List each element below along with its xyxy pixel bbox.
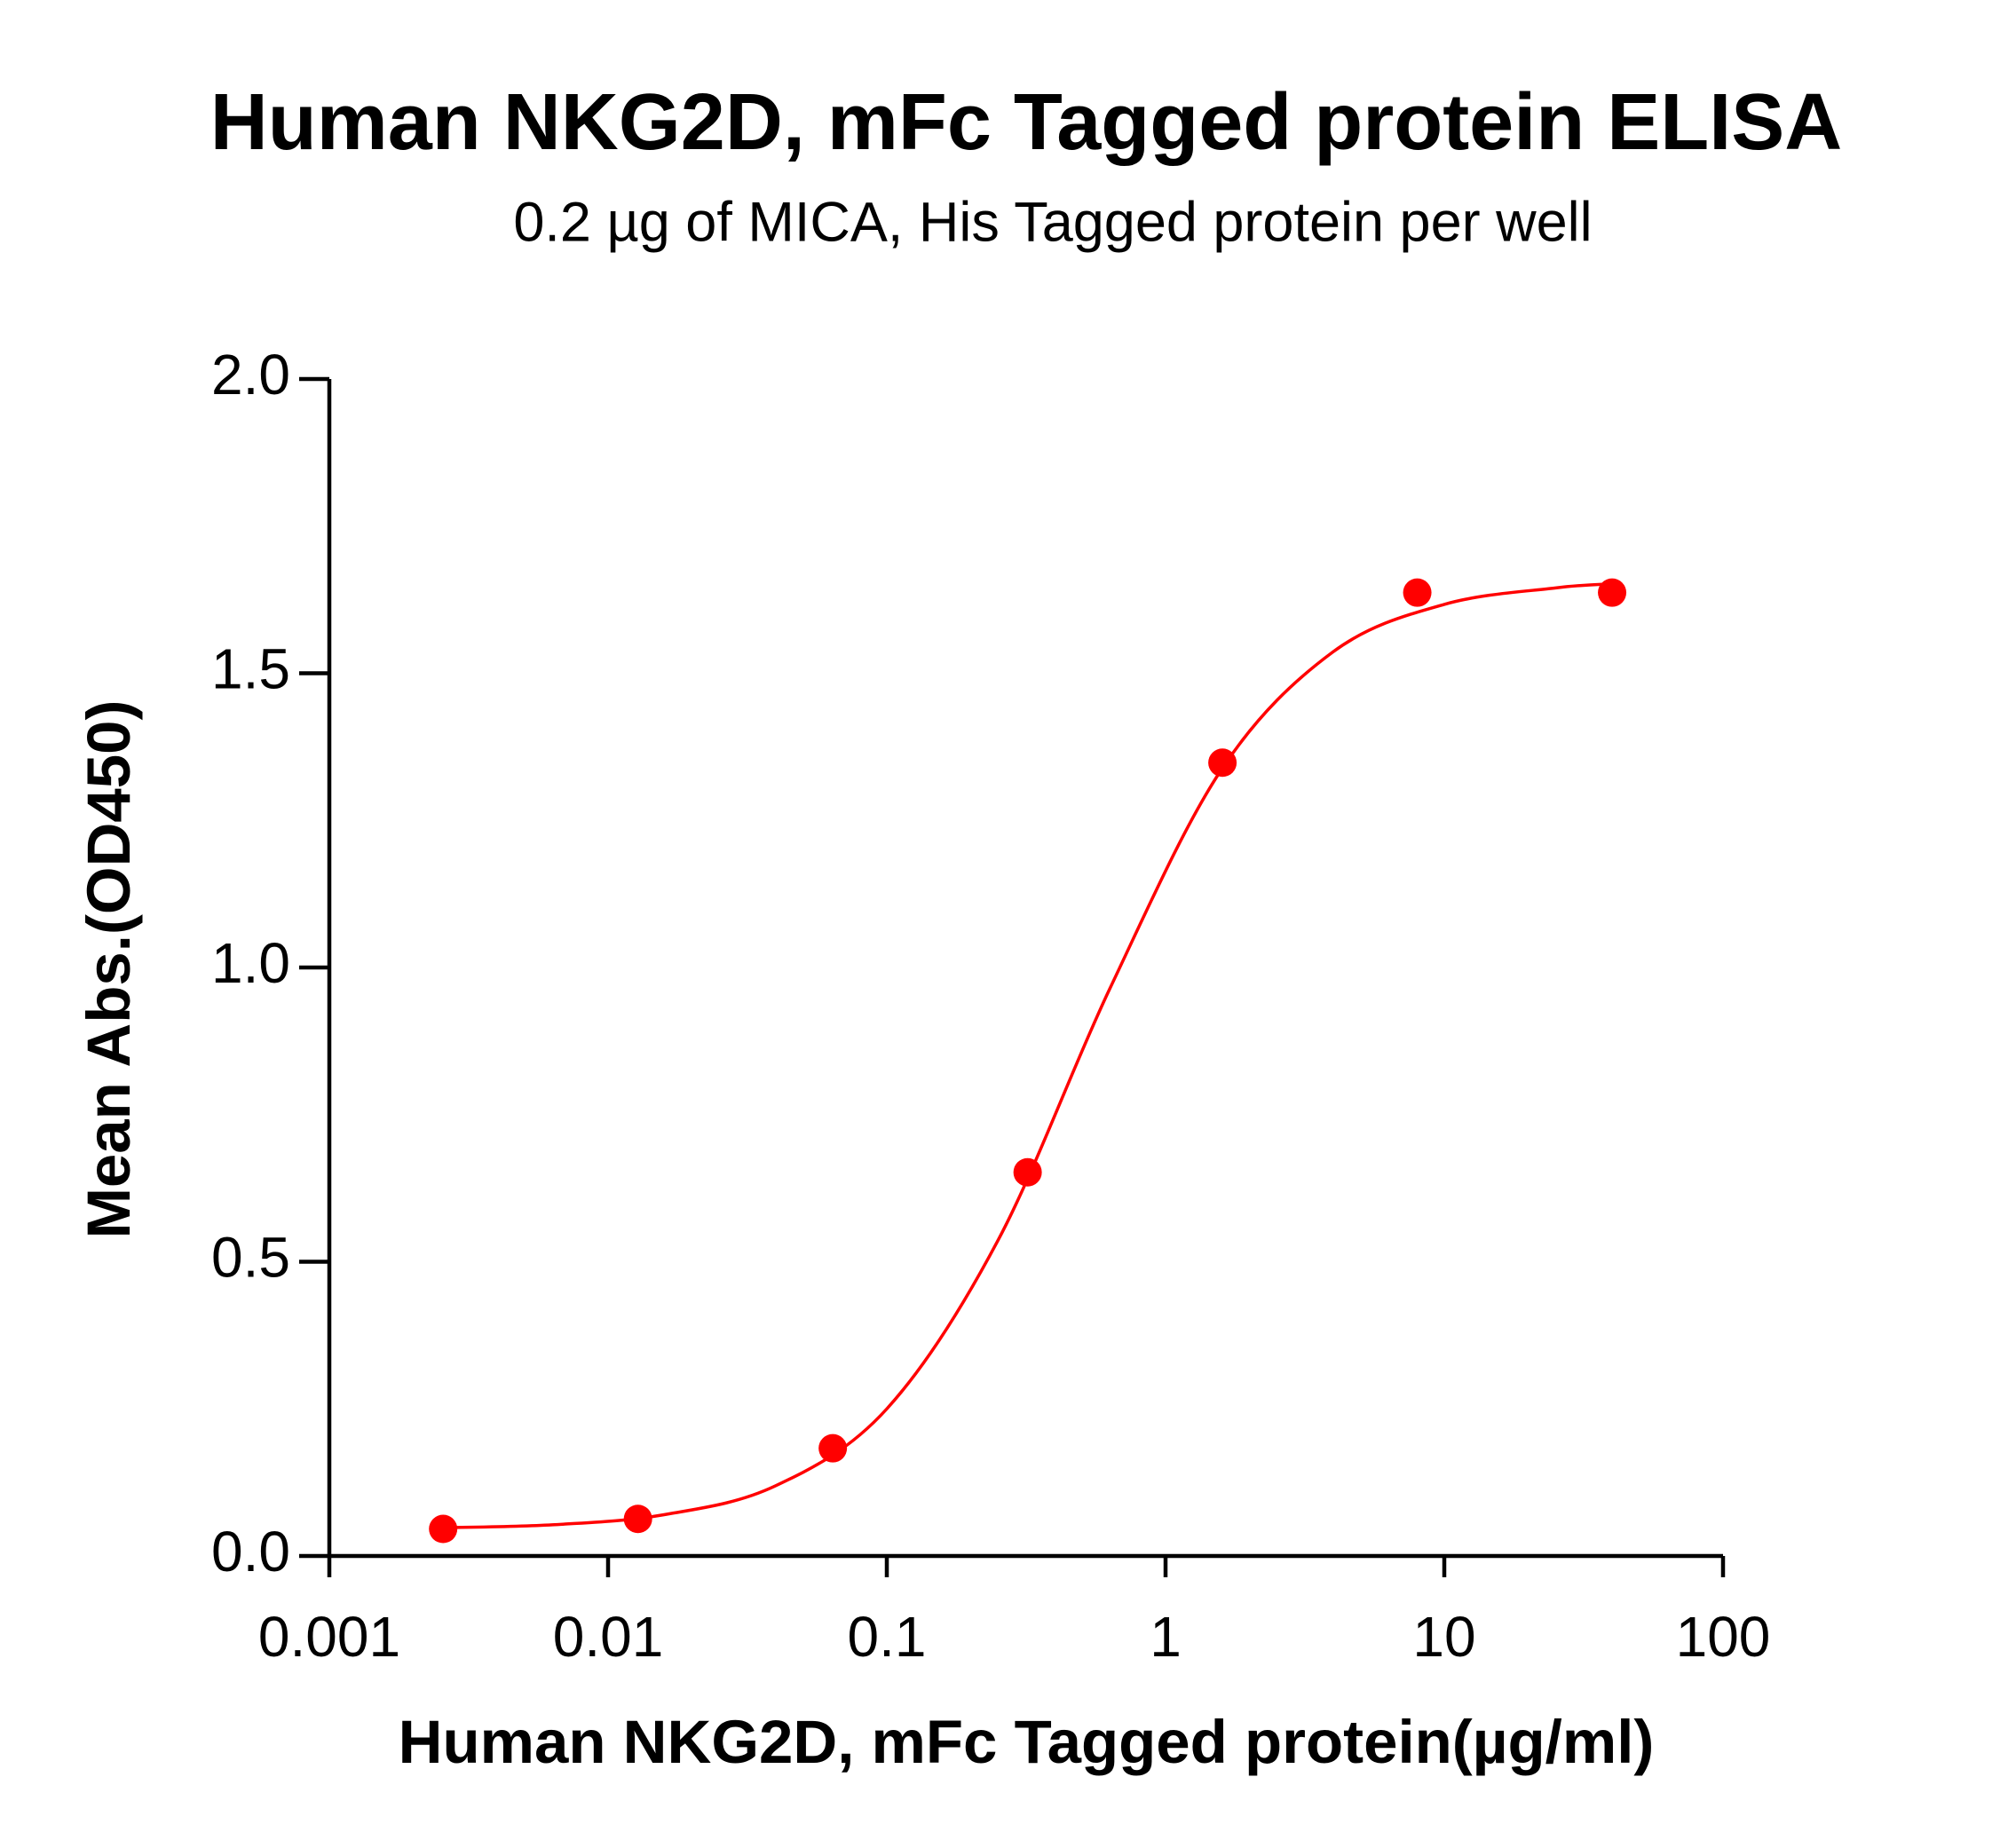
x-tick-label: 1	[1150, 1605, 1182, 1669]
y-tick-label: 1.0	[211, 931, 290, 995]
x-axis-label: Human NKG2D, mFc Tagged protein(µg/ml)	[399, 1708, 1655, 1776]
data-point	[1013, 1157, 1042, 1187]
y-tick-label: 0.5	[211, 1225, 290, 1289]
x-tick-label: 0.01	[553, 1605, 664, 1669]
y-axis-label: Mean Abs.(OD450)	[75, 699, 143, 1238]
x-tick-label: 0.001	[258, 1605, 400, 1669]
data-point	[1403, 578, 1432, 607]
y-tick-label: 0.0	[211, 1520, 290, 1583]
data-point	[818, 1433, 848, 1463]
y-tick-label: 2.0	[211, 343, 290, 407]
x-tick-label: 100	[1676, 1605, 1771, 1669]
data-point	[429, 1514, 458, 1544]
data-point	[1208, 748, 1237, 778]
fit-curve	[440, 581, 1613, 1529]
chart-title: Human NKG2D, mFc Tagged protein ELISA	[210, 78, 1843, 167]
chart-subtitle: 0.2 µg of MICA, His Tagged protein per w…	[513, 192, 1592, 254]
y-tick-label: 1.5	[211, 636, 290, 700]
data-point	[623, 1504, 652, 1534]
data-point	[1598, 578, 1627, 607]
x-tick-label: 0.1	[848, 1605, 927, 1669]
x-tick-label: 10	[1412, 1605, 1475, 1669]
